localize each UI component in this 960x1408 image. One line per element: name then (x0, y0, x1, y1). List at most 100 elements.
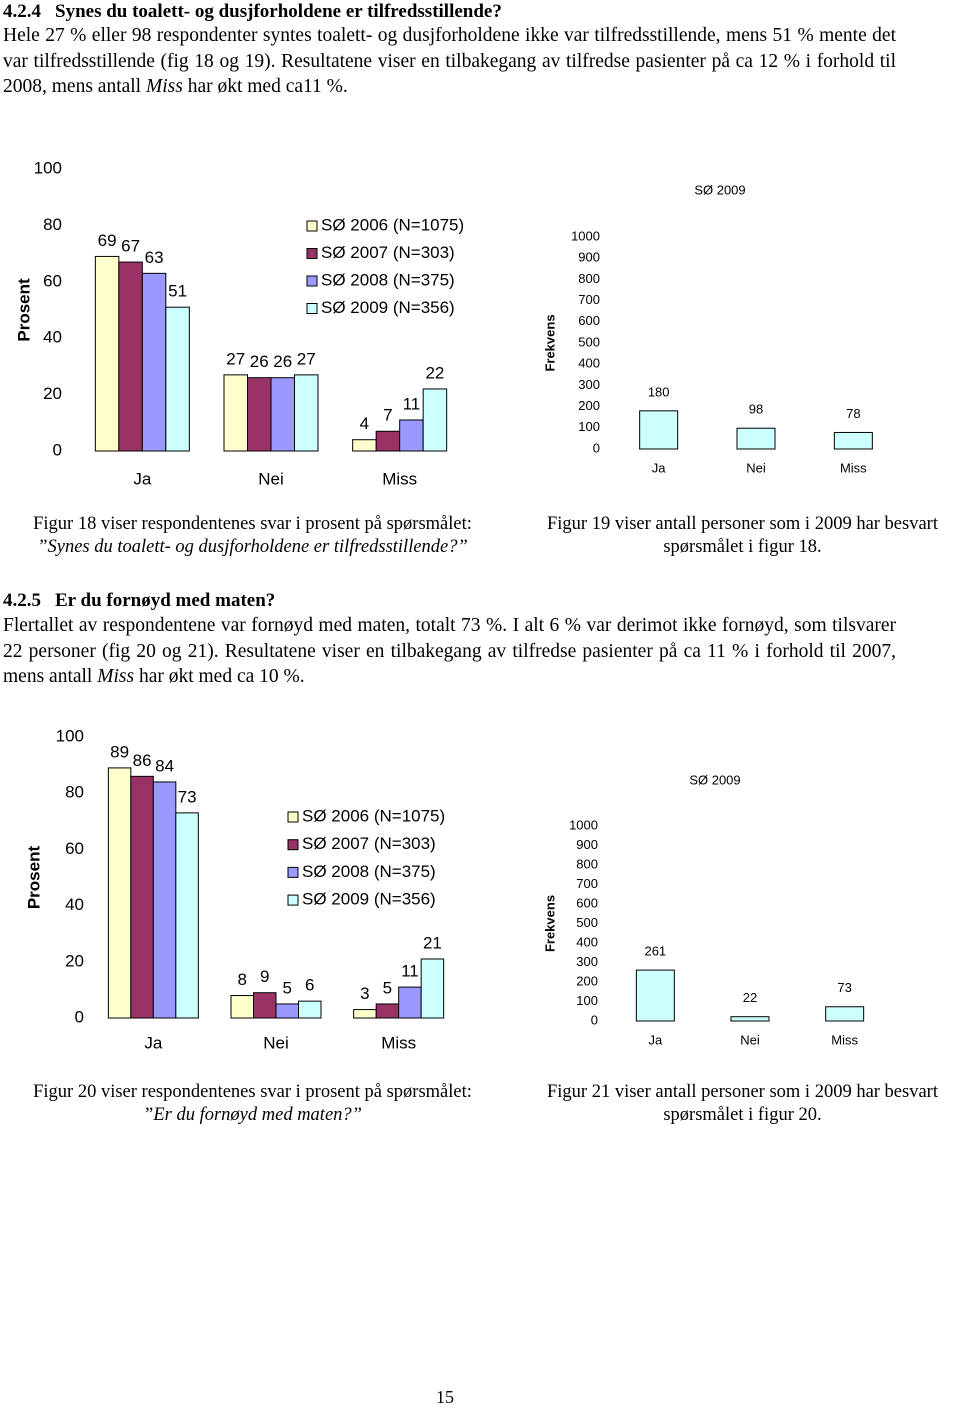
legend-swatch (306, 248, 318, 259)
x-tick-label: Ja (652, 460, 667, 475)
bar (730, 1016, 770, 1022)
legend-label: SØ 2006 (N=1075) (302, 806, 445, 825)
y-tick-label: 200 (578, 398, 600, 413)
text: har økt med ca 10 %. (134, 666, 305, 687)
y-tick-label: 600 (576, 895, 598, 910)
x-tick-label: Nei (740, 1032, 760, 1047)
data-label: 7 (383, 406, 392, 425)
y-tick-label: 80 (65, 783, 84, 802)
heading: 4.2.4 Synes du toalett- og dusjforholdene… (3, 1, 502, 23)
data-label: 27 (297, 349, 316, 368)
y-tick-label: 700 (578, 292, 600, 307)
y-tick-label: 1000 (569, 817, 598, 832)
bar (639, 410, 679, 450)
data-label: 27 (226, 349, 245, 368)
chart-title: SØ 2009 (689, 772, 740, 787)
bar (635, 969, 675, 1022)
bar (736, 427, 776, 450)
bar (294, 374, 319, 452)
data-label: 3 (360, 984, 369, 1003)
y-tick-label: 60 (43, 271, 62, 290)
text: Figur 20 viser respondentenes svar i pro… (33, 1082, 472, 1102)
x-tick-label: Ja (144, 1033, 163, 1052)
bar (825, 1006, 865, 1022)
legend-swatch (306, 275, 318, 287)
page-number: 15 (436, 1387, 454, 1407)
caption: Figur 20 viser respondentenes svar i pro… (0, 1081, 505, 1127)
y-tick-label: 40 (65, 895, 84, 914)
legend-swatch (287, 866, 299, 878)
legend-label: SØ 2007 (N=303) (302, 834, 436, 853)
y-axis-label: Prosent (14, 278, 33, 342)
data-label: 98 (749, 402, 763, 417)
data-label: 261 (644, 944, 666, 959)
x-tick-label: Miss (831, 1032, 858, 1047)
data-label: 5 (283, 978, 292, 997)
heading-number: 4.2.4 (3, 1, 41, 22)
y-tick-label: 0 (593, 440, 600, 455)
bar (165, 306, 190, 452)
text: Figur 21 viser antall personer som i 200… (547, 1082, 938, 1125)
legend-swatch (287, 894, 299, 906)
bar (398, 986, 422, 1019)
legend-label: SØ 2007 (N=303) (321, 243, 455, 262)
y-tick-label: 80 (43, 215, 62, 234)
bar (107, 767, 132, 1019)
data-label: 89 (110, 742, 129, 761)
data-label: 67 (121, 237, 140, 256)
y-tick-label: 400 (576, 934, 598, 949)
data-label: 4 (360, 414, 369, 433)
bar (270, 377, 295, 452)
heading-title: Synes du toalett- og dusjforholdene er t… (55, 1, 502, 22)
y-tick-label: 20 (43, 384, 62, 403)
y-tick-label: 100 (56, 726, 84, 745)
bar (352, 439, 377, 452)
text: Figur 18 viser respondentenes svar i pro… (33, 514, 472, 534)
data-label: 69 (98, 231, 117, 250)
legend-swatch (306, 220, 318, 232)
x-tick-label: Nei (258, 469, 284, 488)
data-label: 26 (250, 352, 269, 371)
caption: Figur 18 viser respondentenes svar i pro… (0, 513, 505, 559)
y-tick-label: 100 (34, 158, 62, 177)
x-tick-label: Nei (746, 460, 766, 475)
legend-label: SØ 2006 (N=1075) (321, 215, 464, 234)
bar (175, 812, 199, 1019)
y-tick-label: 400 (578, 356, 600, 371)
x-tick-label: Miss (381, 1033, 416, 1052)
text: Miss (97, 666, 135, 687)
paragraph: Hele 27 % eller 98 respondenter syntes t… (3, 23, 896, 100)
bar (253, 992, 277, 1019)
y-tick-label: 20 (65, 951, 84, 970)
text: ”Synes du toalett- og dusjforholdene er … (37, 537, 468, 557)
bar (275, 1003, 299, 1019)
text: ”Er du fornøyd med maten?” (143, 1105, 362, 1125)
bar (420, 958, 445, 1019)
data-label: 26 (273, 352, 292, 371)
heading-title: Er du fornøyd med maten? (55, 590, 276, 611)
data-label: 8 (238, 970, 247, 989)
y-tick-label: 0 (53, 440, 62, 459)
x-tick-label: Miss (840, 460, 867, 475)
data-label: 6 (305, 976, 314, 995)
bar (230, 995, 254, 1019)
y-tick-label: 40 (43, 328, 62, 347)
caption: Figur 19 viser antall personer som i 200… (525, 513, 960, 559)
data-label: 21 (423, 933, 442, 952)
y-tick-label: 200 (576, 973, 598, 988)
bar (422, 388, 448, 452)
text: Hele 27 % eller 98 respondenter syntes t… (3, 25, 896, 97)
y-tick-label: 500 (576, 915, 598, 930)
bar (833, 431, 873, 450)
bar (141, 272, 167, 452)
y-tick-label: 300 (576, 954, 598, 969)
y-tick-label: 900 (576, 837, 598, 852)
legend-swatch (306, 303, 318, 314)
caption: Figur 21 viser antall personer som i 200… (525, 1081, 960, 1127)
text: Flertallet av respondentene var fornøyd … (3, 615, 896, 687)
data-label: 73 (837, 980, 851, 995)
y-axis-label: Prosent (24, 846, 43, 910)
bar (94, 255, 120, 452)
y-tick-label: 800 (578, 271, 600, 286)
legend-label: SØ 2008 (N=375) (302, 862, 436, 881)
